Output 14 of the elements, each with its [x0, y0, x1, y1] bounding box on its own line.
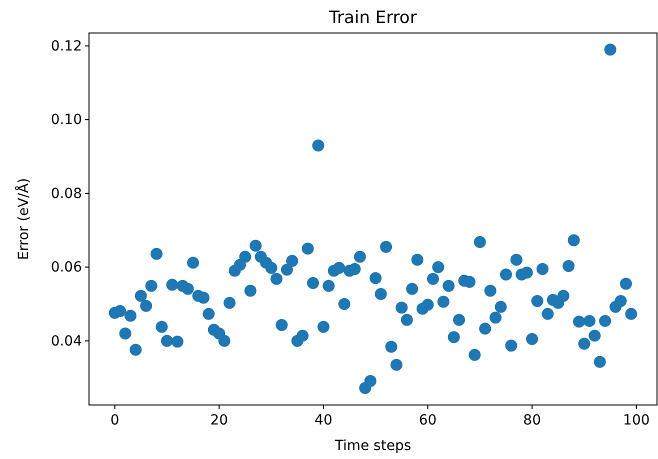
y-axis-title: Error (eV/Å) — [15, 178, 32, 260]
y-tick-label: 0.10 — [50, 112, 82, 128]
x-tick-label: 40 — [314, 412, 332, 429]
y-tick-label: 0.04 — [50, 333, 82, 350]
x-axis-title: Time steps — [334, 438, 412, 454]
x-tick-label: 80 — [523, 412, 541, 429]
x-tick-label: 0 — [110, 412, 120, 429]
y-tick-label: 0.06 — [50, 260, 82, 276]
chart-title: Train Error — [328, 8, 417, 28]
x-tick-label: 60 — [418, 412, 437, 429]
x-tick-label: 100 — [623, 412, 650, 429]
x-tick-label: 20 — [210, 412, 228, 429]
y-tick-label: 0.08 — [50, 186, 82, 202]
y-tick-label: 0.12 — [50, 38, 82, 54]
